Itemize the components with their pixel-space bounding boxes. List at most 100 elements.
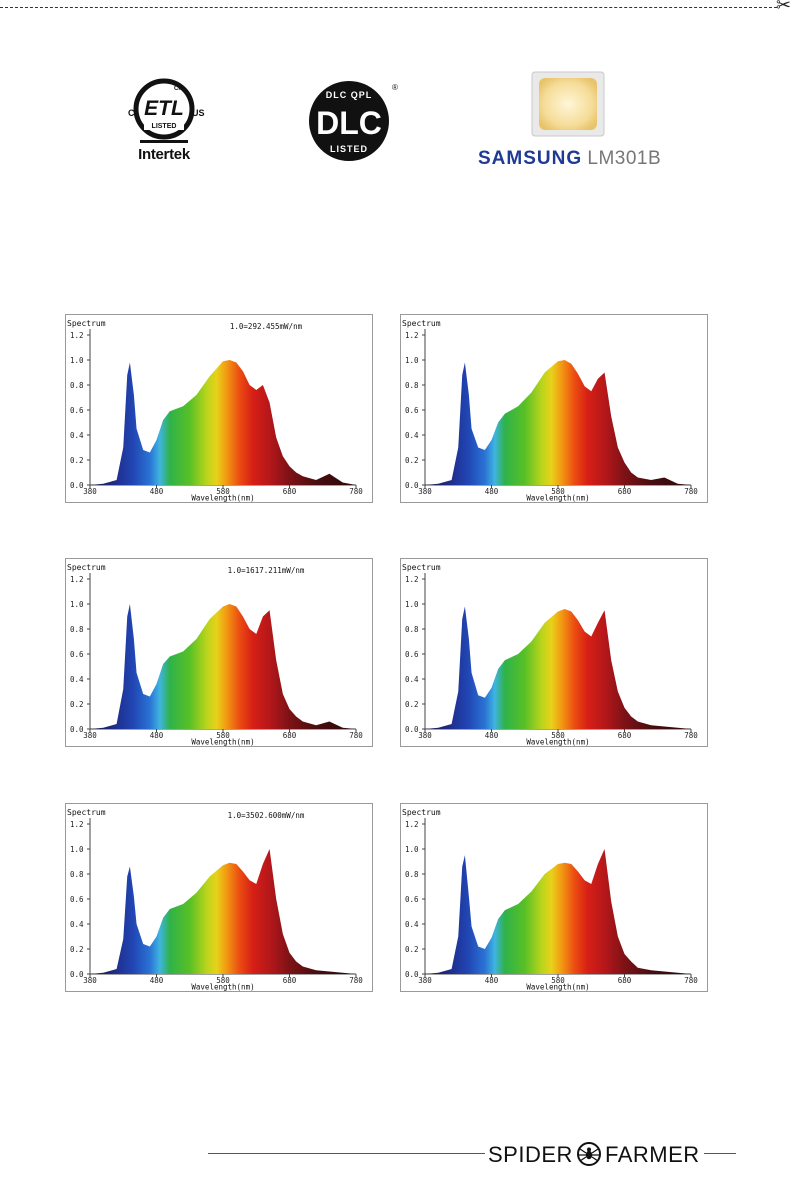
spectrum-chart-3: 0.0 0.2 0.4 0.6 0.8 1.0 1.2 380 480 580 680 780 Spec…: [65, 558, 373, 747]
y-tick-label: 0.6: [405, 650, 419, 659]
etl-cm-text: CM: [174, 86, 183, 92]
spectrum-area: [90, 360, 356, 485]
x-tick-label: 380: [83, 487, 97, 496]
chart-title: Spectrum: [402, 319, 441, 328]
spectrum-chart-2: 0.0 0.2 0.4 0.6 0.8 1.0 1.2 380 480 580 680 780 Spec…: [400, 314, 708, 503]
x-tick-label: 380: [418, 976, 432, 985]
y-tick-label: 1.0: [405, 845, 419, 854]
x-tick-label: 480: [150, 976, 164, 985]
x-tick-label: 780: [349, 487, 363, 496]
y-tick-label: 0.8: [70, 381, 84, 390]
spectrum-chart-5: 0.0 0.2 0.4 0.6 0.8 1.0 1.2 380 480 580 680 780 Spec…: [65, 803, 373, 992]
chart-title: Spectrum: [67, 563, 106, 572]
samsung-brand: SAMSUNG: [478, 148, 583, 169]
x-tick-label: 680: [618, 731, 632, 740]
footer-rule-right: [704, 1153, 736, 1154]
y-tick-label: 1.0: [70, 600, 84, 609]
y-tick-label: 1.2: [405, 331, 419, 340]
chart-annotation: 1.0=1617.211mW/nm: [228, 566, 305, 575]
cut-line: [0, 7, 777, 8]
x-tick-label: 380: [418, 487, 432, 496]
y-tick-label: 1.2: [405, 820, 419, 829]
samsung-lm301b-logo: SAMSUNG LM301B: [478, 70, 662, 174]
y-tick-label: 0.0: [405, 481, 419, 490]
etl-listed-text: LISTED: [152, 123, 177, 130]
spectrum-plot: 0.0 0.2 0.4 0.6 0.8 1.0 1.2 380 480 580 680 780 Spec…: [67, 563, 363, 747]
footer-rule-left: [208, 1153, 485, 1154]
y-tick-label: 0.2: [70, 700, 84, 709]
y-tick-label: 0.8: [405, 870, 419, 879]
y-tick-label: 0.2: [70, 945, 84, 954]
y-tick-label: 1.0: [70, 356, 84, 365]
y-tick-label: 0.4: [405, 920, 419, 929]
dlc-top-text: DLC QPL: [326, 90, 373, 100]
y-tick-label: 0.8: [405, 381, 419, 390]
y-tick-label: 0.4: [405, 431, 419, 440]
y-tick-label: 0.4: [70, 675, 84, 684]
x-tick-label: 680: [618, 976, 632, 985]
y-tick-label: 1.2: [70, 820, 84, 829]
spectrum-area: [425, 360, 691, 485]
x-tick-label: 480: [150, 487, 164, 496]
spectrum-plot: 0.0 0.2 0.4 0.6 0.8 1.0 1.2 380 480 580 680 780 Spec…: [402, 319, 698, 502]
y-tick-label: 0.6: [405, 406, 419, 415]
x-tick-label: 580: [551, 731, 565, 740]
x-axis-label: Wavelength(nm): [191, 983, 254, 992]
y-tick-label: 0.4: [70, 431, 84, 440]
intertek-etl-logo: ETL LISTED C US CM Intertek: [122, 76, 206, 168]
x-axis-label: Wavelength(nm): [191, 738, 254, 747]
y-tick-label: 0.0: [70, 725, 84, 734]
x-tick-label: 380: [83, 731, 97, 740]
x-tick-label: 580: [216, 487, 230, 496]
y-tick-label: 0.0: [70, 970, 84, 979]
y-tick-label: 0.2: [405, 456, 419, 465]
samsung-model: LM301B: [587, 148, 662, 169]
x-tick-label: 780: [684, 731, 698, 740]
spectrum-plot: 0.0 0.2 0.4 0.6 0.8 1.0 1.2 380 480 580 680 780 Spec…: [67, 808, 363, 992]
y-tick-label: 0.4: [405, 675, 419, 684]
x-tick-label: 680: [283, 487, 297, 496]
spider-farmer-brand: SPIDER FARMER: [488, 1140, 700, 1168]
chart-title: Spectrum: [67, 319, 106, 328]
x-tick-label: 680: [618, 487, 632, 496]
x-tick-label: 580: [551, 487, 565, 496]
x-tick-label: 380: [83, 976, 97, 985]
y-tick-label: 0.2: [405, 945, 419, 954]
x-tick-label: 580: [216, 731, 230, 740]
chart-title: Spectrum: [67, 808, 106, 817]
spectrum-plot: 0.0 0.2 0.4 0.6 0.8 1.0 1.2 380 480 580 680 780 Spec…: [402, 563, 698, 747]
dlc-badge-icon: DLC QPL DLC LISTED ®: [309, 81, 398, 161]
chart-annotation: 1.0=3502.600mW/nm: [228, 811, 305, 820]
etl-mark-text: ETL: [144, 97, 184, 120]
etl-us-text: US: [192, 108, 205, 118]
chart-annotation: 1.0=292.455mW/nm: [230, 322, 303, 331]
y-tick-label: 0.6: [70, 406, 84, 415]
spectrum-area: [425, 606, 691, 729]
spectrum-area: [425, 849, 691, 974]
dlc-registered-text: ®: [392, 83, 398, 92]
x-axis-label: Wavelength(nm): [526, 738, 589, 747]
intertek-label: Intertek: [138, 146, 190, 163]
x-tick-label: 780: [684, 976, 698, 985]
y-tick-label: 0.2: [405, 700, 419, 709]
spectrum-area: [90, 849, 356, 974]
y-tick-label: 1.2: [405, 575, 419, 584]
spectrum-chart-1: 0.0 0.2 0.4 0.6 0.8 1.0 1.2 380 480 580 680 780 Spec…: [65, 314, 373, 503]
x-tick-label: 480: [150, 731, 164, 740]
x-tick-label: 780: [349, 976, 363, 985]
x-tick-label: 780: [349, 731, 363, 740]
x-tick-label: 480: [485, 487, 499, 496]
y-tick-label: 1.2: [70, 331, 84, 340]
scissors-icon: ✂: [776, 0, 792, 16]
x-tick-label: 680: [283, 731, 297, 740]
y-tick-label: 1.0: [405, 600, 419, 609]
x-tick-label: 680: [283, 976, 297, 985]
chart-title: Spectrum: [402, 563, 441, 572]
spectrum-chart-4: 0.0 0.2 0.4 0.6 0.8 1.0 1.2 380 480 580 680 780 Spec…: [400, 558, 708, 747]
x-tick-label: 380: [418, 731, 432, 740]
dlc-main-text: DLC: [316, 105, 382, 141]
dlc-qpl-logo: DLC QPL DLC LISTED ®: [305, 78, 401, 164]
y-tick-label: 0.4: [70, 920, 84, 929]
y-tick-label: 1.0: [70, 845, 84, 854]
y-tick-label: 0.8: [70, 625, 84, 634]
